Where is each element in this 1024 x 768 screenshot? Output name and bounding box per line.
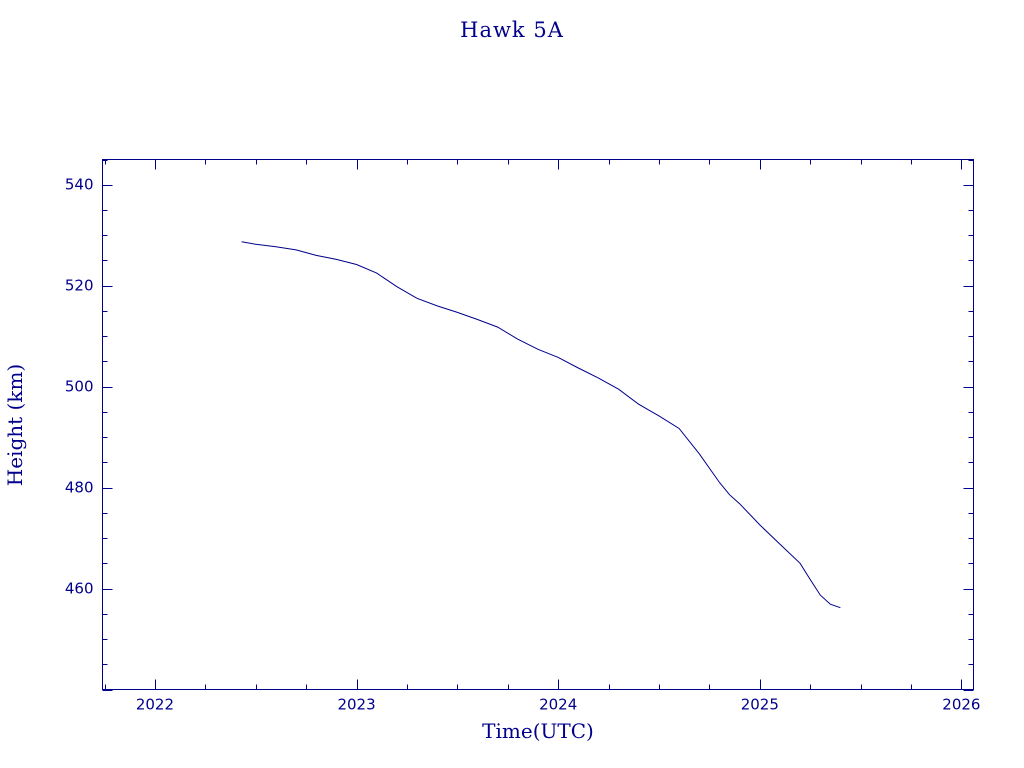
y-tick-label: 460 (65, 580, 94, 598)
x-tick-label: 2026 (942, 696, 980, 714)
x-axis-title: Time(UTC) (482, 719, 594, 743)
y-tick-label: 500 (65, 378, 94, 396)
x-tick-label: 2022 (136, 696, 174, 714)
tick-labels: 2022 2023 2024 2025 2026 460 480 500 520 540 (65, 176, 981, 714)
height-series-line (241, 241, 841, 609)
x-tick-label: 2024 (539, 696, 577, 714)
y-axis-title: Height (km) (3, 364, 27, 486)
chart-title: Hawk 5A (460, 18, 564, 42)
x-tick-label: 2025 (741, 696, 779, 714)
data-series (241, 241, 841, 609)
plot-frame (102, 159, 974, 690)
x-tick-label: 2023 (337, 696, 375, 714)
y-tick-label: 540 (65, 176, 94, 194)
y-tick-label: 520 (65, 277, 94, 295)
y-tick-label: 480 (65, 479, 94, 497)
axis-ticks (102, 159, 974, 691)
